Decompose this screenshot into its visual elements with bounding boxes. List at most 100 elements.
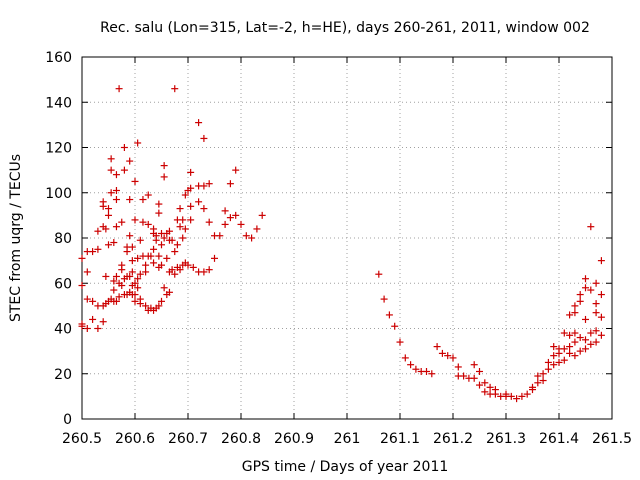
data-point xyxy=(158,241,165,249)
data-point xyxy=(476,367,483,375)
data-point xyxy=(160,284,168,292)
data-point xyxy=(523,390,531,398)
data-point xyxy=(165,227,173,235)
data-point xyxy=(566,331,574,339)
data-point xyxy=(115,293,123,301)
data-point xyxy=(155,209,163,217)
data-point xyxy=(534,379,542,387)
data-point xyxy=(550,361,558,369)
data-point xyxy=(195,198,203,206)
data-point xyxy=(112,297,120,305)
data-point xyxy=(582,284,589,292)
data-point xyxy=(78,282,86,290)
data-point xyxy=(136,295,144,303)
data-point xyxy=(112,171,120,179)
data-point xyxy=(110,239,118,247)
grid-lines xyxy=(82,57,612,419)
data-point xyxy=(550,343,558,351)
data-point xyxy=(587,286,595,294)
data-point xyxy=(470,361,478,369)
data-point xyxy=(147,252,155,260)
data-point xyxy=(597,313,605,321)
data-point xyxy=(550,352,558,360)
y-tick-label: 140 xyxy=(45,95,72,111)
data-point xyxy=(134,254,142,262)
y-tick-label: 160 xyxy=(45,50,72,66)
data-point xyxy=(401,354,409,362)
data-point xyxy=(566,349,574,357)
data-point xyxy=(582,336,589,344)
data-point xyxy=(107,155,115,163)
data-point xyxy=(155,302,163,310)
data-point xyxy=(179,216,187,224)
data-point xyxy=(131,177,139,185)
data-point xyxy=(176,266,184,274)
data-point xyxy=(226,180,234,188)
data-point xyxy=(155,252,163,260)
data-point xyxy=(131,279,139,287)
data-point xyxy=(160,173,168,181)
data-point xyxy=(155,200,163,208)
data-point xyxy=(560,345,568,353)
data-point xyxy=(486,383,494,391)
data-point xyxy=(94,245,102,253)
data-point xyxy=(205,180,213,188)
x-tick-label: 260.7 xyxy=(168,431,208,447)
data-point xyxy=(163,254,171,262)
data-point xyxy=(481,388,489,396)
data-point xyxy=(592,309,600,317)
data-point xyxy=(78,320,86,328)
data-point xyxy=(89,248,97,256)
data-point xyxy=(491,386,499,394)
data-point xyxy=(142,268,150,276)
data-point xyxy=(391,322,399,330)
data-point xyxy=(544,358,552,366)
data-point xyxy=(107,189,115,197)
data-point xyxy=(587,223,595,231)
data-point xyxy=(83,295,91,303)
data-point xyxy=(158,297,165,305)
data-point xyxy=(200,182,208,190)
data-point xyxy=(221,220,229,228)
data-point xyxy=(582,275,589,283)
data-point xyxy=(200,205,208,213)
data-point xyxy=(555,358,563,366)
data-point xyxy=(258,211,266,219)
data-point xyxy=(187,184,195,192)
data-point xyxy=(248,234,256,242)
data-point xyxy=(89,315,97,323)
data-point xyxy=(454,363,462,371)
data-point xyxy=(571,352,579,360)
data-point xyxy=(187,202,195,210)
data-point xyxy=(94,227,102,235)
data-point xyxy=(444,352,452,360)
data-point xyxy=(211,254,218,262)
data-point xyxy=(449,354,457,362)
data-point xyxy=(587,329,595,337)
data-point xyxy=(102,272,110,280)
data-point xyxy=(232,211,240,219)
data-point xyxy=(476,381,483,389)
data-point xyxy=(144,220,152,228)
data-point xyxy=(102,225,110,233)
data-point xyxy=(126,196,134,204)
x-tick-label: 260.8 xyxy=(221,431,261,447)
data-point xyxy=(187,168,195,176)
data-point xyxy=(242,232,250,240)
data-point xyxy=(412,365,420,373)
y-tick-label: 0 xyxy=(63,412,72,428)
data-point xyxy=(112,196,120,204)
data-point xyxy=(112,223,120,231)
data-point xyxy=(128,268,136,276)
x-tick-label: 260.6 xyxy=(115,431,155,447)
data-point xyxy=(99,318,107,326)
data-point xyxy=(592,338,600,346)
data-point xyxy=(118,218,126,226)
data-point xyxy=(128,257,136,265)
data-point xyxy=(592,327,600,335)
data-point xyxy=(582,345,589,353)
data-point xyxy=(539,370,547,378)
y-tick-label: 80 xyxy=(54,231,72,247)
data-point xyxy=(105,241,112,249)
x-axis-ticks: 260.5 260.6 260.7 260.8 260.9 261 261.1 261.2 26… xyxy=(62,57,632,447)
